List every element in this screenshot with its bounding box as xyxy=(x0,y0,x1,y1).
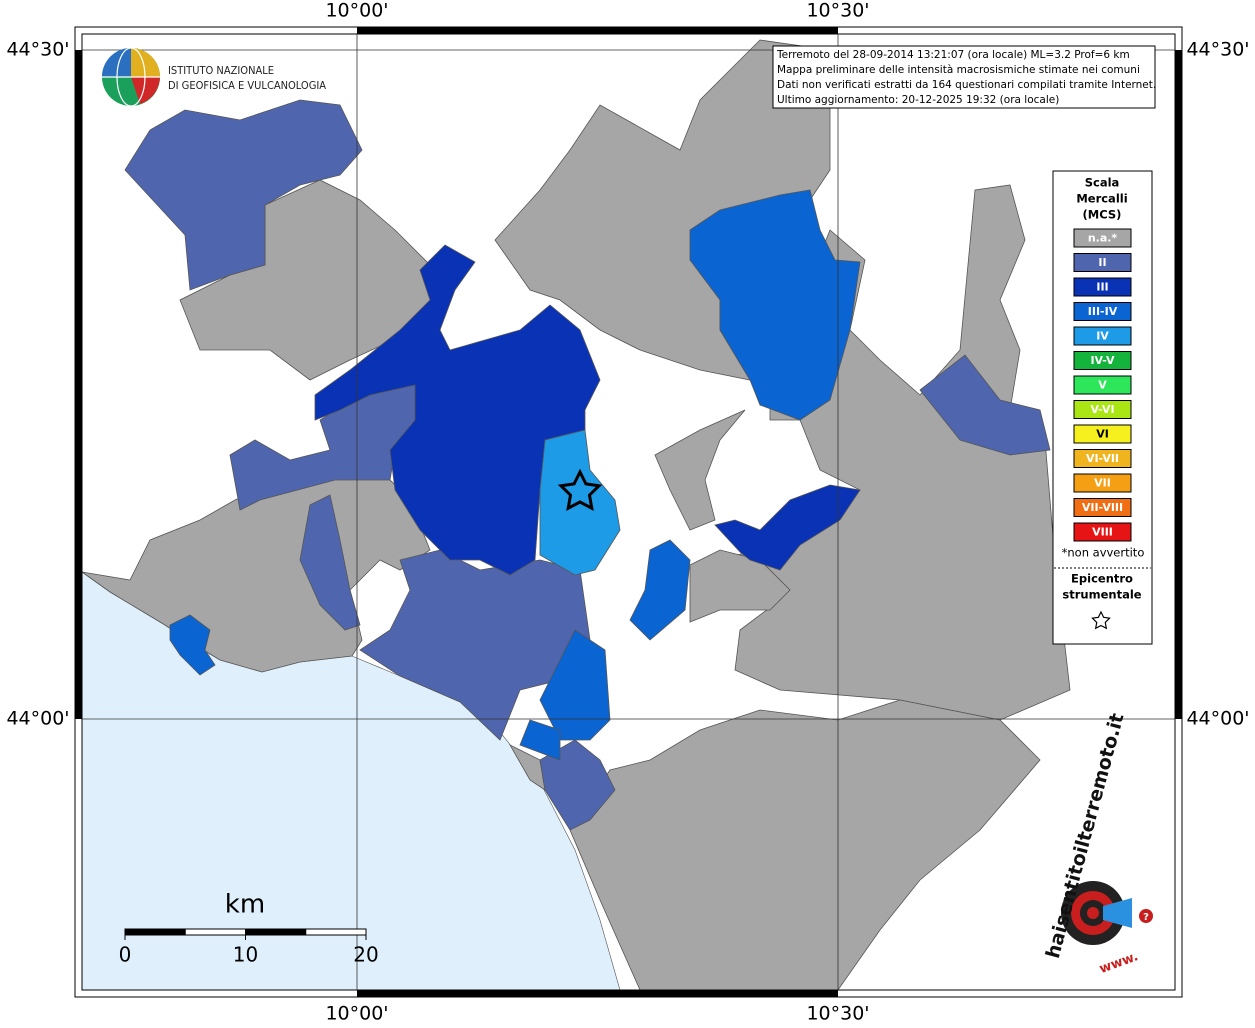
scale-label: 10 xyxy=(233,943,258,967)
info-line: Terremoto del 28-09-2014 13:21:07 (ora l… xyxy=(776,49,1130,61)
logo-segment xyxy=(131,77,160,104)
info-box: Terremoto del 28-09-2014 13:21:07 (ora l… xyxy=(772,45,1156,109)
scale-bar: km 0 10 20 xyxy=(119,890,379,967)
legend-star xyxy=(1091,610,1111,630)
scale-label: 0 xyxy=(119,943,132,967)
legend-label: n.a.* xyxy=(1088,232,1118,245)
legend-label: III-IV xyxy=(1088,305,1118,318)
legend-swatch xyxy=(1073,228,1132,248)
legend-label: IV xyxy=(1096,330,1109,343)
logo-segment xyxy=(102,48,131,77)
municipality xyxy=(169,614,216,676)
legend-epicenter: Epicentro xyxy=(1071,572,1133,586)
municipality xyxy=(654,409,746,531)
municipality xyxy=(539,629,611,741)
legend: Scala Mercalli (MCS) *non avvertito Epic… xyxy=(1052,170,1153,645)
legend-label: IV-V xyxy=(1090,354,1115,367)
frame-band xyxy=(1175,50,1182,719)
info-line: Dati non verificati estratti da 164 ques… xyxy=(777,79,1156,91)
legend-swatch xyxy=(1073,449,1132,468)
lon-label: 10°30' xyxy=(806,1003,869,1025)
epicenter xyxy=(557,468,603,511)
logo-badge xyxy=(1139,909,1153,923)
municipality xyxy=(124,99,363,291)
legend-label: II xyxy=(1098,256,1106,269)
legend-swatch xyxy=(1073,522,1132,542)
legend-label: VIII xyxy=(1092,526,1113,539)
scale-segment xyxy=(124,928,186,936)
frame-band xyxy=(357,990,838,997)
logo-ring xyxy=(1087,907,1099,919)
lon-label: 10°00' xyxy=(325,0,388,22)
legend-label: VII xyxy=(1094,477,1111,490)
logo-speaker xyxy=(1103,898,1132,928)
scale-segment xyxy=(184,928,246,936)
legend-swatch xyxy=(1073,351,1132,370)
legend-title: Mercalli xyxy=(1076,192,1127,206)
coordinate-labels: 10°00' 10°30' 10°00' 10°30' 44°30' 44°00… xyxy=(6,0,1249,1025)
scale-unit: km xyxy=(225,890,265,920)
municipality xyxy=(689,189,861,421)
municipality xyxy=(299,494,361,631)
legend-label: III xyxy=(1096,281,1108,294)
scale-label: 20 xyxy=(353,943,378,967)
legend-swatch xyxy=(1073,424,1132,444)
info-line: Mappa preliminare delle intensità macros… xyxy=(777,64,1140,76)
legend-label: V-VI xyxy=(1090,403,1114,416)
legend-swatch xyxy=(1073,473,1132,493)
municipality xyxy=(919,354,1051,456)
logo-mark: ? xyxy=(1143,912,1149,923)
legend-swatch xyxy=(1073,302,1132,321)
legend-swatch xyxy=(1073,498,1132,517)
logo-segment xyxy=(131,48,160,77)
scale-segment xyxy=(305,928,367,936)
lat-label: 44°30' xyxy=(1186,39,1249,61)
lat-label: 44°00' xyxy=(1186,708,1249,730)
municipality xyxy=(519,719,561,761)
institute-name: DI GEOFISICA E VULCANOLOGIA xyxy=(168,79,326,92)
institute-name: ISTITUTO NAZIONALE xyxy=(168,64,274,77)
legend-swatch xyxy=(1073,277,1132,297)
legend-swatch xyxy=(1073,253,1132,272)
lon-label: 10°00' xyxy=(325,1003,388,1025)
legend-swatch xyxy=(1073,326,1132,346)
legend-epicenter: strumentale xyxy=(1062,588,1141,602)
scale-segment xyxy=(245,928,307,936)
frame-band xyxy=(75,50,82,719)
legend-label: VI xyxy=(1096,428,1109,441)
municipality xyxy=(539,739,616,831)
municipality xyxy=(179,179,441,381)
lat-label: 44°30' xyxy=(6,39,69,61)
legend-swatch xyxy=(1073,400,1132,419)
legend-swatch xyxy=(1073,375,1132,395)
legend-label: VII-VIII xyxy=(1082,501,1123,514)
legend-title: (MCS) xyxy=(1083,208,1122,222)
legend-label: V xyxy=(1098,379,1107,392)
lon-label: 10°30' xyxy=(806,0,869,22)
municipality xyxy=(714,484,861,571)
lat-label: 44°00' xyxy=(6,708,69,730)
municipality xyxy=(629,539,691,641)
legend-note: *non avvertito xyxy=(1062,546,1145,560)
legend-title: Scala xyxy=(1085,176,1120,190)
municipality xyxy=(689,549,791,623)
frame xyxy=(74,26,1183,998)
ingv-logo: ISTITUTO NAZIONALE DI GEOFISICA E VULCAN… xyxy=(102,47,326,107)
legend-label: VI-VII xyxy=(1086,452,1119,465)
info-line: Ultimo aggiornamento: 20-12-2025 19:32 (… xyxy=(777,94,1059,106)
info-box-frame xyxy=(772,45,1156,109)
frame-band xyxy=(357,27,838,34)
regions xyxy=(81,39,1071,991)
